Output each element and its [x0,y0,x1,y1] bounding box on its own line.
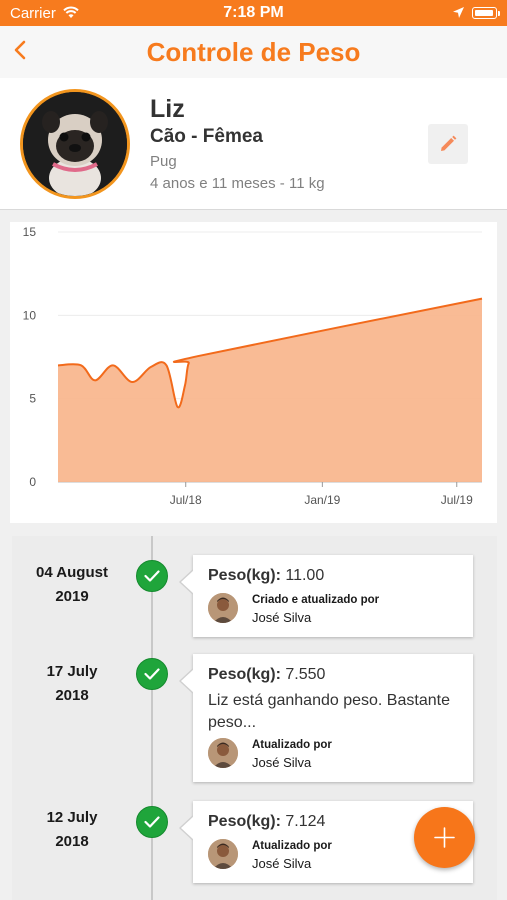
edit-pet-button[interactable] [428,124,468,164]
timeline-line [151,536,153,900]
chevron-left-icon [14,40,26,60]
entry-date: 12 July 2018 [18,806,126,854]
user-avatar [208,738,238,768]
weight-entry-card[interactable]: Peso(kg): 7.550 Liz está ganhando peso. … [179,654,473,782]
check-icon [136,658,168,690]
y-tick-label: 0 [29,475,36,489]
y-tick-label: 15 [23,225,37,239]
y-tick-label: 5 [29,392,36,406]
plus-icon [434,827,455,848]
entry-date: 04 August 2019 [18,561,126,609]
weight-area [58,298,482,482]
user-avatar [208,839,238,869]
weight-label: Peso(kg): [208,567,281,584]
weight-chart: 0 5 10 15 Jul/18 Jan/19 Jul/19 [10,222,497,523]
pencil-icon [441,135,457,151]
page-title: Controle de Peso [146,37,361,67]
entry-date-day: 04 August [36,564,108,581]
user-avatar [208,593,238,623]
battery-icon [472,7,497,19]
weight-label: Peso(kg): [208,666,281,683]
pet-name: Liz [150,95,185,123]
entry-action: Criado e atualizado por [252,594,380,606]
weight-value: 11.00 [285,567,325,584]
nav-bar: Controle de Peso [0,26,507,78]
entry-user: José Silva [252,755,312,770]
location-arrow-icon [452,6,465,23]
status-bar: Carrier 7:18 PM [0,0,507,26]
pet-avatar [20,89,130,199]
back-button[interactable] [8,36,38,66]
entry-date-day: 12 July [46,809,98,826]
weight-entry-card[interactable]: Peso(kg): 11.00 Criado e atualizado por … [179,555,473,637]
pet-species-sex: Cão - Fêmea [150,126,263,147]
add-weight-button[interactable] [414,807,475,868]
entry-weight: Peso(kg): 11.00 [208,567,324,585]
check-icon [136,806,168,838]
entry-date-day: 17 July [46,663,98,680]
entry-note: Liz está ganhando peso. Bastante peso... [208,692,450,731]
wifi-icon [62,5,80,23]
entry-action: Atualizado por [252,840,332,852]
entry-weight: Peso(kg): 7.550 [208,666,325,684]
x-tick-label: Jan/19 [304,493,340,507]
entry-weight: Peso(kg): 7.124 [208,813,325,831]
battery-tip [498,11,500,16]
entry-date-year: 2018 [55,687,89,704]
y-tick-label: 10 [23,308,37,322]
entry-date-year: 2019 [55,588,89,605]
weight-value: 7.550 [285,666,326,683]
x-tick-label: Jul/19 [441,493,473,507]
weight-value: 7.124 [285,813,326,830]
status-time: 7:18 PM [223,4,284,21]
entry-date: 17 July 2018 [18,660,126,708]
weight-chart-svg: 0 5 10 15 Jul/18 Jan/19 Jul/19 [23,225,483,507]
pet-breed: Pug [150,153,177,170]
pet-age-weight: 4 anos e 11 meses - 11 kg [150,175,325,192]
pet-profile-card: Liz Cão - Fêmea Pug 4 anos e 11 meses - … [0,78,507,210]
entry-user: José Silva [252,856,312,871]
entry-user: José Silva [252,610,312,625]
check-icon [136,560,168,592]
weight-label: Peso(kg): [208,813,281,830]
carrier-label: Carrier [10,5,56,22]
entry-action: Atualizado por [252,739,332,751]
entry-date-year: 2018 [55,833,89,850]
x-tick-label: Jul/18 [170,493,202,507]
pug-photo-icon [23,92,127,196]
